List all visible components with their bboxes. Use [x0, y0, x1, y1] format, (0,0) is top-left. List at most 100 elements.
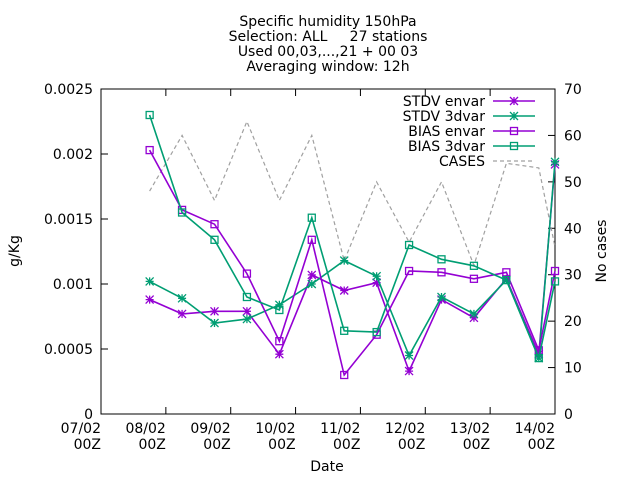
data-point [339, 256, 349, 266]
legend-label: CASES [439, 154, 485, 170]
x-tick-label: 00Z [528, 437, 555, 453]
plot-frame [100, 88, 556, 415]
series-bias-3dvar [145, 110, 560, 363]
legend-label: STDV 3dvar [403, 109, 486, 125]
x-tick-label: 00Z [203, 437, 230, 453]
y-tick-label: 0.001 [53, 277, 93, 293]
y-tick-label: 0.0015 [44, 212, 93, 228]
x-tick-label: 12/02 [385, 421, 425, 437]
x-tick-label: 10/02 [255, 421, 295, 437]
x-axis-label: Date [310, 459, 343, 475]
series-line [148, 114, 556, 361]
data-point [437, 255, 446, 264]
data-point [509, 141, 519, 151]
legend-label: BIAS envar [408, 124, 485, 140]
axes: 07/0200Z08/0200Z09/0200Z10/0200Z11/0200Z… [7, 82, 610, 475]
data-point [550, 266, 560, 276]
data-point [210, 306, 219, 316]
legend-label: STDV envar [403, 94, 485, 110]
data-point [339, 286, 349, 295]
x-tick-label: 00Z [74, 437, 101, 453]
data-point [307, 213, 316, 222]
data-point [145, 110, 154, 120]
data-point [242, 314, 252, 324]
data-point [145, 295, 155, 305]
x-tick-label: 13/02 [450, 421, 490, 437]
x-tick-label: 00Z [463, 437, 490, 453]
legend-label: BIAS 3dvar [408, 139, 485, 155]
legend-entry: STDV 3dvar [403, 109, 535, 125]
data-point [177, 208, 187, 217]
data-point [210, 318, 219, 328]
y2-tick-label: 70 [564, 82, 582, 98]
data-point [242, 306, 252, 316]
y2-tick-label: 40 [564, 221, 582, 237]
y-tick-label: 0.0005 [44, 342, 93, 358]
data-point [550, 277, 560, 286]
series-line [149, 161, 556, 359]
title-line: Specific humidity 150hPa [239, 14, 416, 30]
x-tick-label: 00Z [138, 437, 165, 453]
data-point [404, 351, 414, 360]
data-point [372, 271, 382, 281]
y-tick-label: 0.002 [53, 147, 93, 163]
data-point [404, 366, 414, 376]
legend-entry: BIAS 3dvar [408, 139, 535, 155]
y-axis-label: g/Kg [7, 235, 23, 267]
legend-entry: CASES [439, 154, 535, 170]
data-point [307, 270, 317, 280]
legend-entry: BIAS envar [408, 124, 535, 140]
y2-tick-label: 0 [564, 407, 573, 423]
data-point [469, 261, 479, 270]
y2-axis-label: No cases [594, 220, 610, 283]
y2-tick-label: 10 [564, 361, 582, 377]
data-point [372, 327, 381, 337]
data-point [307, 279, 317, 289]
title-line: Averaging window: 12h [246, 59, 409, 75]
x-tick-label: 00Z [333, 437, 360, 453]
x-tick-label: 00Z [398, 437, 425, 453]
y-tick-label: 0.0025 [44, 82, 93, 98]
data-point [145, 276, 155, 286]
data-point [437, 292, 446, 302]
series-layer [145, 110, 560, 380]
data-point [177, 309, 187, 319]
data-point [502, 275, 511, 285]
data-point [502, 268, 511, 277]
data-point [372, 278, 382, 288]
data-point [550, 157, 560, 167]
data-point [437, 268, 446, 277]
x-tick-label: 09/02 [190, 421, 230, 437]
data-point [145, 145, 154, 155]
y2-tick-label: 60 [564, 128, 582, 144]
y2-tick-label: 50 [564, 175, 582, 191]
x-tick-label: 11/02 [320, 421, 360, 437]
data-point [274, 349, 284, 359]
data-point [275, 305, 284, 315]
x-tick-label: 08/02 [125, 421, 165, 437]
data-point [509, 126, 519, 136]
data-point [242, 292, 252, 302]
data-point [340, 326, 349, 335]
series-line [148, 149, 556, 377]
data-point [242, 269, 252, 278]
data-point [469, 274, 479, 283]
data-point [469, 309, 479, 319]
x-tick-label: 07/02 [61, 421, 101, 437]
data-point [307, 235, 316, 244]
y2-tick-label: 30 [564, 268, 582, 284]
y-tick-label: 0 [84, 407, 93, 423]
x-tick-label: 14/02 [515, 421, 555, 437]
title-line: Used 00,03,...,21 + 00 03 [238, 44, 418, 60]
data-point [404, 266, 414, 276]
data-point [509, 96, 519, 106]
legend-entry: STDV envar [403, 94, 535, 110]
data-point [340, 370, 349, 380]
data-point [404, 240, 414, 250]
data-point [177, 293, 187, 303]
x-tick-label: 00Z [268, 437, 295, 453]
